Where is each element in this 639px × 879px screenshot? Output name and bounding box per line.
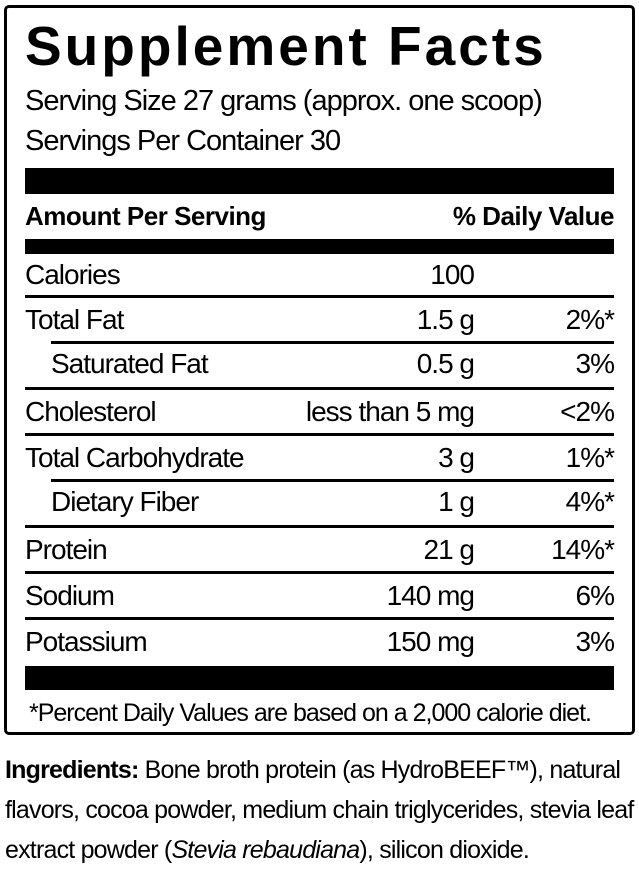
divider-bar-header — [25, 239, 614, 254]
ingredients-species-name: Stevia rebaudiana — [171, 836, 360, 864]
nutrient-name: Total Fat — [25, 303, 124, 335]
nutrient-name: Calories — [25, 258, 121, 290]
nutrient-row-saturated-fat: Saturated Fat 0.5 g 3% — [25, 341, 615, 387]
nutrient-amount: 0.5 g — [416, 348, 475, 379]
nutrient-name: Total Carbohydrate — [25, 441, 245, 473]
nutrient-row-cholesterol: Cholesterol less than 5 mg <2% — [25, 387, 615, 433]
nutrient-amount: 3 g — [438, 441, 475, 473]
nutrient-row-calories: Calories 100 — [25, 254, 614, 295]
nutrient-dv: 14%* — [551, 533, 615, 565]
nutrient-row-protein: Protein 21 g 14%* — [25, 525, 615, 571]
nutrient-table: Calories 100 Total Fat 1.5 g 2%* Saturat… — [25, 254, 615, 663]
daily-value-footnote: *Percent Daily Values are based on a 2,0… — [29, 699, 592, 727]
divider-bar-top — [25, 168, 614, 194]
nutrient-name: Cholesterol — [25, 395, 157, 427]
panel-title: Supplement Facts — [25, 15, 547, 77]
nutrient-row-total-fat: Total Fat 1.5 g 2%* — [25, 295, 615, 341]
ingredients-text-pre: Bone broth protein (as HydroBEEF™), natu… — [5, 756, 634, 864]
nutrient-amount: 100 — [430, 258, 475, 290]
nutrient-amount: 1.5 g — [416, 303, 475, 335]
nutrient-row-sodium: Sodium 140 mg 6% — [25, 571, 615, 617]
daily-value-header: % Daily Value — [452, 201, 615, 231]
column-header-row: Amount Per Serving % Daily Value — [25, 194, 615, 239]
nutrient-name: Sodium — [25, 579, 115, 611]
nutrient-amount: 1 g — [438, 486, 475, 517]
nutrient-amount: 150 mg — [386, 625, 475, 657]
nutrient-name: Protein — [25, 533, 108, 565]
nutrient-row-potassium: Potassium 150 mg 3% — [25, 617, 615, 663]
nutrient-dv: 4%* — [565, 486, 615, 517]
nutrient-amount: 140 mg — [386, 579, 475, 611]
servings-per-container: Servings Per Container 30 — [25, 125, 341, 157]
ingredients-label: Ingredients: — [5, 756, 139, 784]
supplement-facts-panel: Supplement Facts Serving Size 27 grams (… — [4, 5, 635, 735]
nutrient-dv: 3% — [575, 625, 615, 657]
nutrient-row-total-carbohydrate: Total Carbohydrate 3 g 1%* — [25, 433, 615, 479]
nutrient-dv: 3% — [575, 348, 615, 379]
nutrient-name: Saturated Fat — [51, 348, 209, 379]
serving-info: Serving Size 27 grams (approx. one scoop… — [25, 81, 614, 161]
nutrient-amount: less than 5 mg — [305, 395, 475, 427]
nutrient-dv: 2%* — [565, 303, 615, 335]
ingredients-text-post: ), silicon dioxide. — [359, 836, 529, 864]
amount-per-serving-header: Amount Per Serving — [25, 201, 266, 231]
nutrient-amount: 21 g — [423, 533, 476, 565]
serving-size: Serving Size 27 grams (approx. one scoop… — [25, 85, 543, 117]
nutrient-row-dietary-fiber: Dietary Fiber 1 g 4%* — [25, 479, 615, 525]
divider-bar-bottom — [25, 666, 614, 690]
nutrient-name: Potassium — [25, 625, 148, 657]
nutrient-dv: 1%* — [565, 441, 615, 473]
nutrient-dv: <2% — [560, 395, 615, 427]
nutrient-dv: 6% — [575, 579, 615, 611]
ingredients-paragraph: Ingredients: Bone broth protein (as Hydr… — [5, 750, 635, 870]
nutrient-name: Dietary Fiber — [51, 486, 199, 517]
